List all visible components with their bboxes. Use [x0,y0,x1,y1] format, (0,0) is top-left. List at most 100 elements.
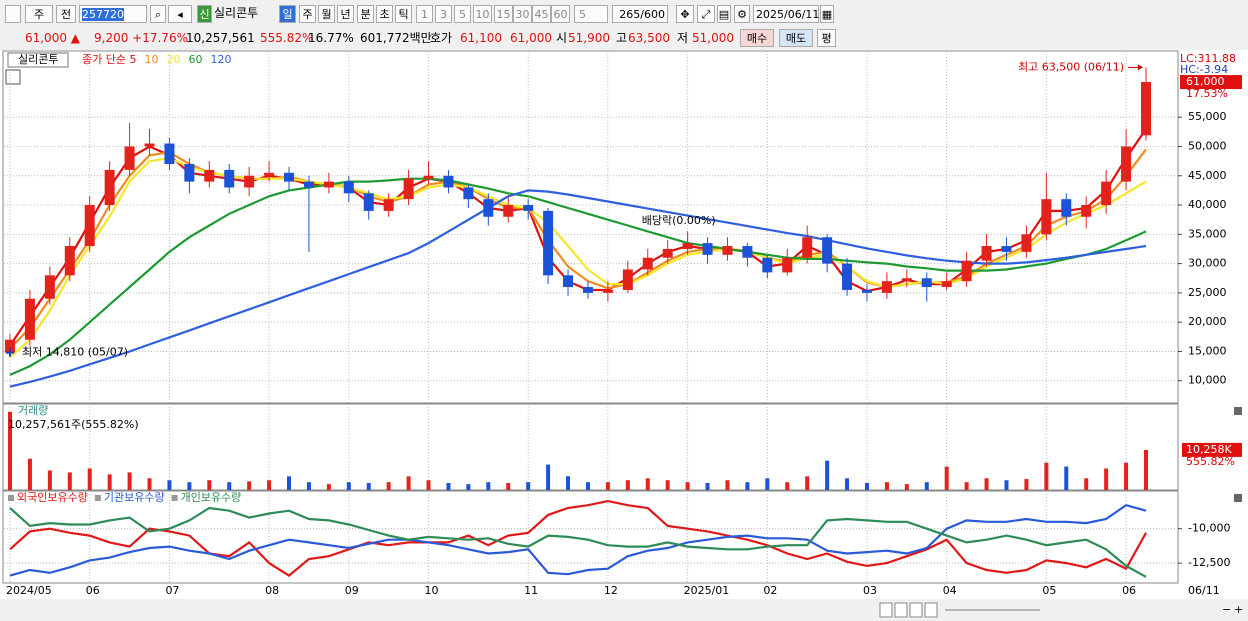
volume-bar [1144,449,1148,490]
lc-label: LC:311.88 [1180,52,1236,65]
pane-subtitle: 10,257,561주(555.82%) [8,418,139,431]
mode-select[interactable]: 전 [56,5,76,23]
interval[interactable]: 30 [513,5,532,23]
period[interactable]: 초 [376,5,393,23]
search[interactable]: ⌕ [150,5,166,23]
x-tick-label: 2025/01 [684,584,730,597]
interval[interactable]: 5 [454,5,471,23]
x-tick-label: 03 [863,584,877,597]
buy-button[interactable]: 매수 [740,29,774,47]
scroll-button[interactable] [909,602,923,618]
amount: 601,772백만 [360,31,432,45]
interval[interactable]: 1 [416,5,433,23]
code-input[interactable]: 257720 [79,5,147,23]
zoom-out[interactable]: − [1222,603,1231,616]
x-tick-label: 10 [425,584,439,597]
x-tick-label: 12 [604,584,618,597]
sell-button[interactable]: 매도 [779,29,813,47]
candle-body [881,281,892,293]
period[interactable]: 틱 [395,5,412,23]
interval[interactable]: 15 [494,5,513,23]
pane-close[interactable] [1234,494,1242,502]
calendar[interactable]: ▦ [820,5,834,23]
candle-body [1121,146,1132,182]
y-tick-label: 20,000 [1188,315,1227,328]
period[interactable]: 분 [357,5,374,23]
settings[interactable]: ⚙ [734,5,750,23]
scroll-button[interactable] [879,602,893,618]
price-badge [1180,75,1242,90]
investor-line [9,506,1147,578]
candle-body [642,257,653,270]
price: 61,000 ▲ [24,31,80,45]
label: 고 [616,31,628,45]
tool[interactable]: ✥ [676,5,694,23]
period[interactable]: 주 [299,5,316,23]
candle-body [383,199,394,211]
scroll-button[interactable] [894,602,908,618]
volume-bar [1084,478,1089,490]
grid-icon[interactable] [5,69,21,85]
volume-bar [645,478,650,490]
candle-body [941,281,952,288]
period[interactable]: 월 [318,5,335,23]
date-input[interactable]: 2025/06/11 [753,5,819,23]
interval[interactable]: 45 [532,5,551,23]
count-select[interactable]: 5 [574,5,608,23]
interval[interactable]: 10 [473,5,492,23]
tool[interactable]: ▤ [717,5,731,23]
volume-bar [87,468,92,490]
volume-bar [346,482,351,490]
legend-entry: 20 [166,53,180,66]
candle-body [842,263,853,290]
volume-bar [267,480,272,490]
pane-close[interactable] [1234,407,1242,415]
legend-entry: 120 [210,53,231,66]
volume-bar [745,482,750,490]
sound[interactable]: ◂ [168,5,192,23]
y-tick-label: 25,000 [1188,286,1227,299]
volume-bar [426,480,431,490]
volume-bar [785,482,790,490]
candle-body [822,237,833,264]
ma-line [9,189,1147,388]
volume-bar [386,482,391,490]
zoom-in[interactable]: + [1234,603,1243,616]
ma-line [9,148,1147,350]
volume-bar [805,476,810,490]
x-tick-label: 06/11 [1188,584,1220,597]
y-tick-label: 10,000 [1188,374,1227,387]
menu-icon[interactable] [5,5,21,23]
market-select[interactable]: 주 [25,5,53,23]
y-tick-label: 35,000 [1188,227,1227,240]
candle-body [543,210,554,276]
volume-bar [765,478,770,490]
volume-badge [1182,442,1242,457]
period[interactable]: 년 [337,5,354,23]
candle-body [264,172,275,176]
volume-label: 10,258K [1186,443,1232,456]
candle-body [921,278,932,288]
candle-body [503,205,514,217]
interval[interactable]: 3 [435,5,452,23]
eval-button[interactable]: 평 [817,29,836,47]
ask: 61,100 [460,31,502,45]
candle-body [961,260,972,282]
legend-entry: 종가 단순 5 [82,53,136,66]
tool[interactable]: ⤢ [697,5,715,23]
volume-ratio: 555.82% [260,31,314,45]
interval[interactable]: 60 [551,5,570,23]
annotation-dividend: 배당락(0.00%) [642,214,716,227]
legend-swatch [94,495,101,501]
scroll-button[interactable] [924,602,938,618]
candle-body [682,243,693,249]
change-label: 17.53% [1186,87,1228,100]
volume-bar [8,411,12,490]
candle-body [5,339,15,353]
code: 257720 [82,8,124,21]
candle-body [563,275,574,288]
period[interactable]: 일 [279,5,296,23]
volume-bar [546,464,551,490]
